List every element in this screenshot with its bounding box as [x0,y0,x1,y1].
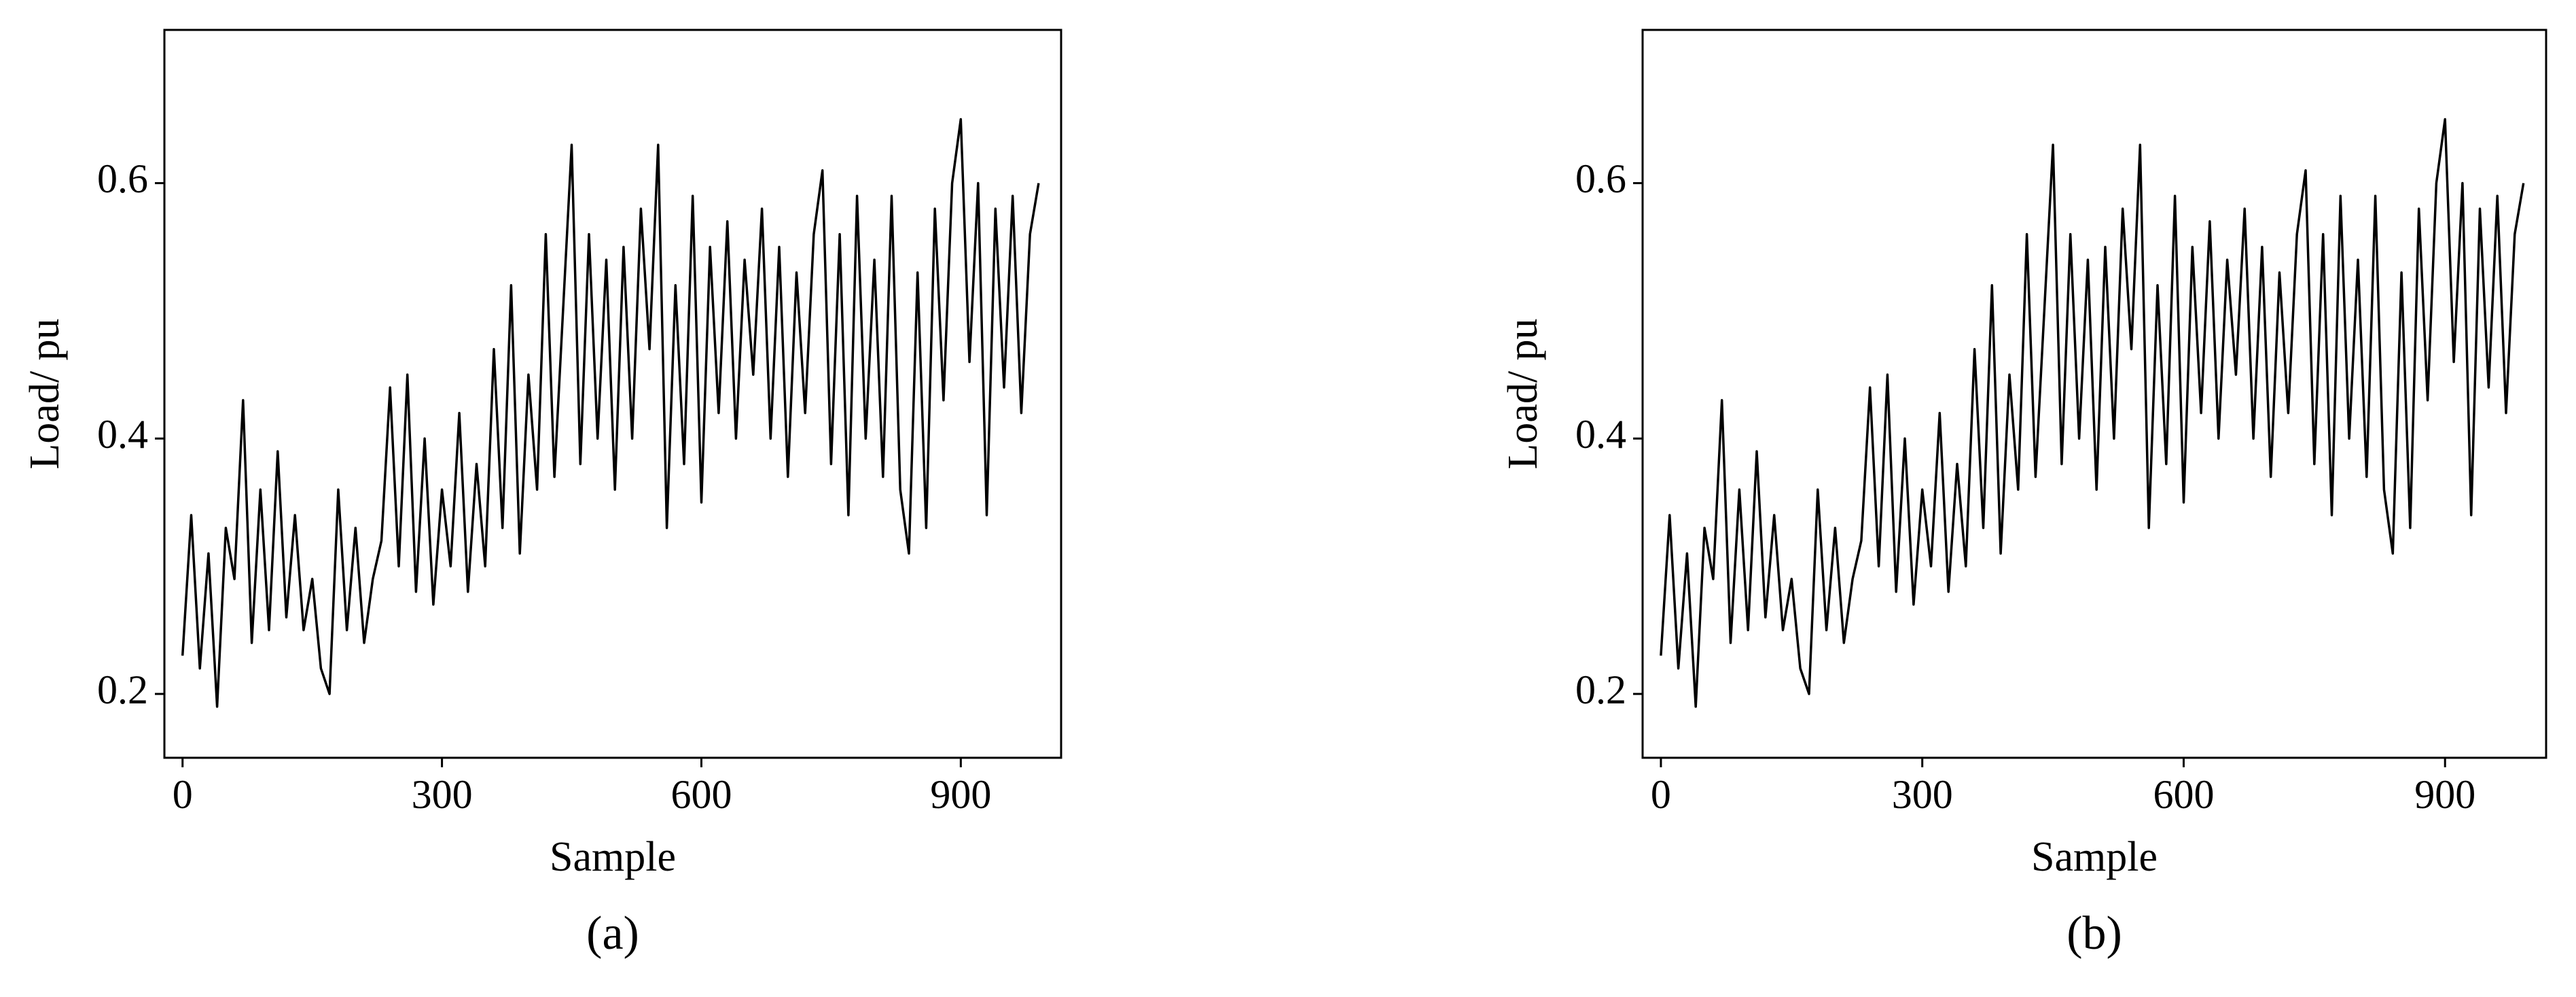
x-axis-title: Sample [550,834,676,880]
y-tick-label: 0.2 [97,667,148,712]
caption: (b) [2067,907,2122,960]
y-tick-label: 0.6 [1575,156,1626,201]
y-tick-label: 0.4 [1575,412,1626,457]
y-tick-label: 0.6 [97,156,148,201]
x-axis-title: Sample [2031,834,2158,880]
plot-frame [163,29,1062,759]
y-tick-label: 0.4 [97,412,148,457]
x-tick-label: 0 [1651,772,1671,817]
plot-frame [1641,29,2547,759]
y-axis-title: Load/ pu [22,318,68,469]
y-tick-label: 0.2 [1575,667,1626,712]
x-tick-label: 900 [2414,772,2475,817]
x-tick-label: 300 [1892,772,1953,817]
data-line [181,118,1040,708]
x-tick-label: 0 [173,772,193,817]
data-line [1660,118,2525,708]
x-tick-label: 900 [930,772,991,817]
caption: (a) [586,907,639,960]
y-axis-title: Load/ pu [1500,318,1546,469]
x-tick-label: 300 [412,772,473,817]
x-tick-label: 600 [2153,772,2214,817]
x-tick-label: 600 [670,772,732,817]
